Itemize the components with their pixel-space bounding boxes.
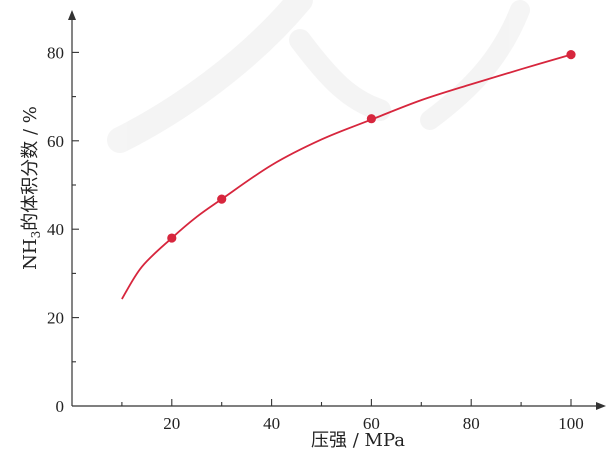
y-tick-label: 40	[47, 220, 64, 239]
x-axis-arrow	[596, 402, 606, 410]
x-tick-label: 100	[558, 414, 584, 433]
data-point	[566, 50, 576, 60]
y-tick-label: 0	[56, 397, 65, 416]
y-tick-label: 20	[47, 309, 64, 328]
series-points	[167, 50, 576, 243]
y-axis-arrow	[68, 10, 76, 20]
x-tick-labels: 20 40 60 80 100	[163, 414, 583, 433]
x-tick-label: 20	[163, 414, 180, 433]
x-ticks	[121, 399, 572, 406]
y-label-rest: 的体积分数 / %	[20, 106, 41, 231]
data-point	[366, 114, 376, 124]
watermark	[107, 0, 530, 153]
y-tick-label: 60	[47, 132, 64, 151]
x-tick-label: 40	[263, 414, 280, 433]
y-tick-label: 80	[47, 43, 64, 62]
y-label-main: NH	[20, 238, 41, 269]
x-tick-label: 60	[363, 414, 380, 433]
data-point	[217, 194, 227, 204]
y-tick-labels: 0 20 40 60 80	[47, 43, 64, 416]
axes	[68, 10, 606, 410]
y-axis-label: NH3的体积分数 / %	[20, 106, 43, 270]
y-label-subscript: 3	[29, 231, 43, 239]
data-point	[167, 233, 177, 243]
x-axis-label: 压强 / MPa	[311, 430, 405, 451]
y-ticks	[72, 51, 79, 363]
x-tick-label: 80	[463, 414, 480, 433]
